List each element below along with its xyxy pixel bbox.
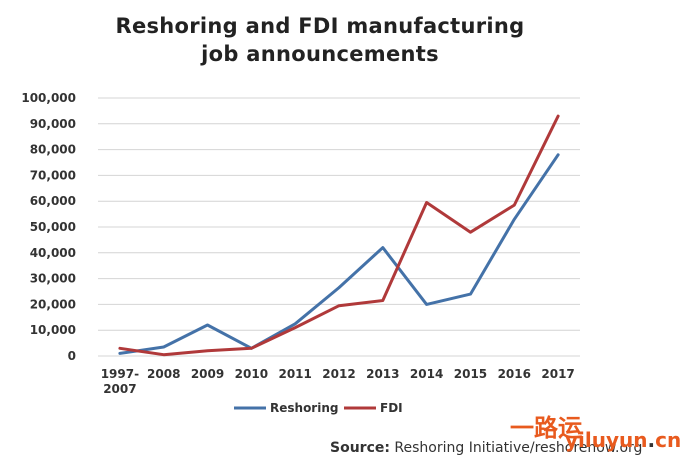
y-tick-label: 80,000 <box>30 143 76 157</box>
x-tick-label: 2016 <box>498 367 531 381</box>
y-tick-label: 30,000 <box>30 272 76 286</box>
y-tick-label: 50,000 <box>30 220 76 234</box>
source-note: Source: Reshoring Initiative/reshorenow.… <box>330 440 642 456</box>
y-tick-label: 70,000 <box>30 168 76 182</box>
source-label: Source: <box>330 440 390 456</box>
x-tick-label: 2008 <box>147 367 180 381</box>
chart-title-line-2: job announcements <box>201 42 439 66</box>
x-tick-label: 2013 <box>366 367 399 381</box>
chart-title: Reshoring and FDI manufacturing job anno… <box>0 12 640 68</box>
legend-label-fdi: FDI <box>380 401 403 415</box>
x-tick-label: 2015 <box>454 367 487 381</box>
watermark-domain-dot: . <box>647 428 656 452</box>
y-tick-label: 100,000 <box>21 91 76 105</box>
watermark-domain-right: cn <box>655 428 680 452</box>
x-tick-label: 2011 <box>278 367 311 381</box>
source-text: Reshoring Initiative/reshorenow.org <box>389 440 643 456</box>
series-line-reshoring <box>118 153 560 355</box>
x-tick-label: 2009 <box>191 367 224 381</box>
x-tick-label: 2012 <box>322 367 355 381</box>
x-tick-label: 2017 <box>541 367 574 381</box>
watermark-domain: yiluyun.cn <box>565 428 680 452</box>
y-tick-label: 90,000 <box>30 117 76 131</box>
x-tick-label: 2014 <box>410 367 443 381</box>
watermark-chinese: 一路运 <box>510 414 582 442</box>
x-tick-label: 1997-2007 <box>101 367 139 396</box>
y-tick-label: 60,000 <box>30 194 76 208</box>
y-tick-label: 10,000 <box>30 323 76 337</box>
x-tick-label: 2010 <box>235 367 268 381</box>
series-line-fdi <box>118 114 560 357</box>
y-tick-label: 0 <box>68 349 76 363</box>
y-tick-label: 20,000 <box>30 297 76 311</box>
y-tick-label: 40,000 <box>30 246 76 260</box>
watermark-domain-left: yiluyun <box>565 428 648 452</box>
chart-title-line-1: Reshoring and FDI manufacturing <box>115 14 525 38</box>
legend-label-reshoring: Reshoring <box>270 401 338 415</box>
